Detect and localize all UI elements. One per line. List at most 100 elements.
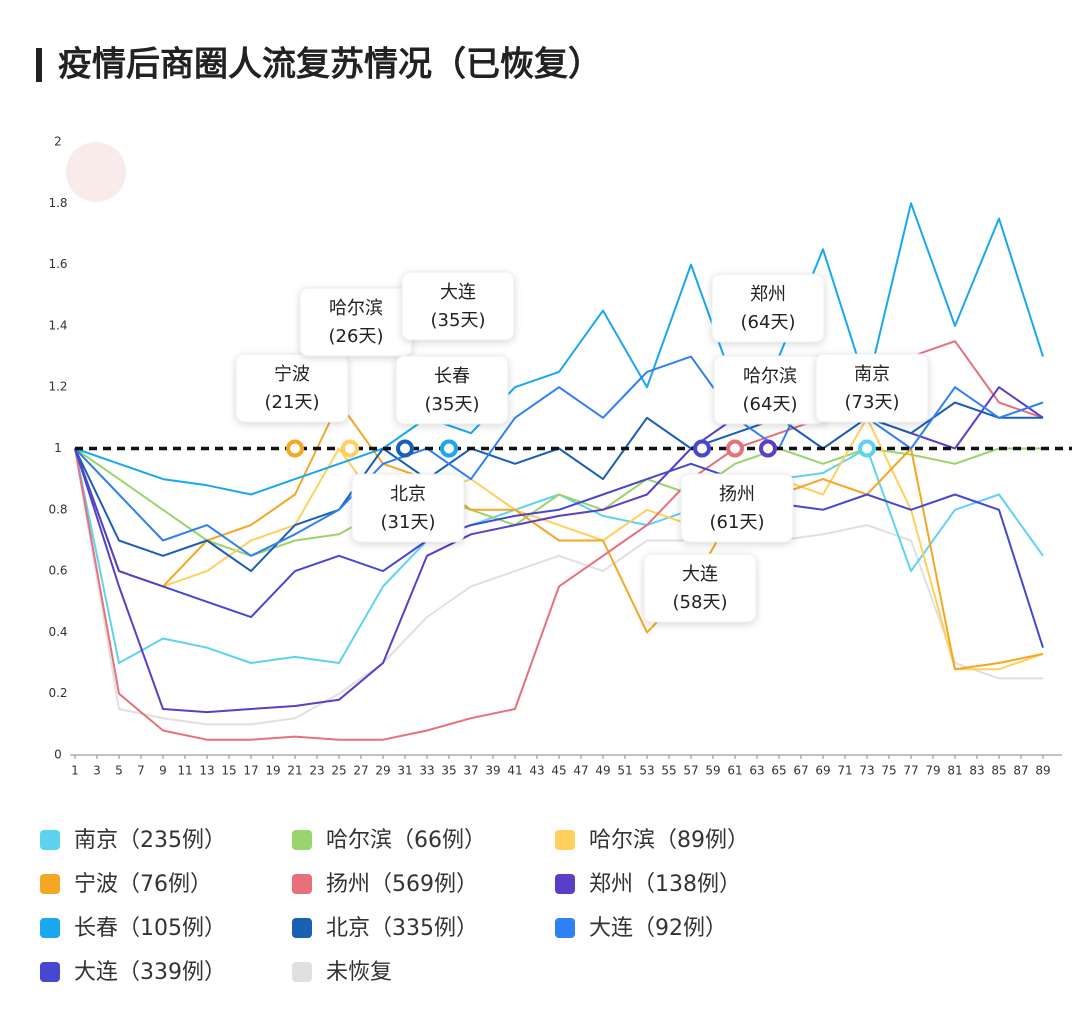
legend-swatch	[40, 918, 60, 938]
annotation-name: 哈尔滨	[329, 298, 383, 319]
recovery-marker	[858, 439, 876, 458]
x-tick-label: 65	[771, 764, 786, 778]
legend-swatch	[555, 830, 575, 850]
x-tick-label: 59	[705, 764, 720, 778]
x-tick-label: 47	[573, 764, 588, 778]
x-tick-label: 3	[93, 764, 101, 778]
legend-label: 大连（339例）	[74, 960, 226, 985]
legend-label: 北京（335例）	[326, 916, 478, 941]
x-tick-label: 71	[837, 764, 852, 778]
annotation: 哈尔滨 (26天)	[299, 287, 413, 357]
x-tick-label: 69	[815, 764, 830, 778]
annotation-box	[711, 273, 825, 343]
annotation-box	[815, 353, 929, 423]
x-tick-label: 73	[859, 764, 874, 778]
recovery-marker	[440, 439, 458, 458]
y-tick-label: 0.6	[48, 564, 67, 578]
logo	[66, 142, 126, 202]
annotation-days: (61天)	[710, 512, 765, 533]
x-tick-label: 81	[947, 764, 962, 778]
annotation: 郑州 (64天)	[711, 273, 825, 343]
recovery-marker	[693, 439, 711, 458]
annotation: 北京 (31天)	[351, 473, 465, 543]
y-tick-label: 0	[54, 748, 62, 762]
annotation-days: (21天)	[265, 392, 320, 413]
x-tick-label: 33	[419, 764, 434, 778]
y-tick-label: 0.2	[48, 686, 67, 700]
x-tick-label: 67	[793, 764, 808, 778]
legend-label: 长春（105例）	[74, 916, 226, 941]
series-line	[74, 401, 1044, 671]
x-tick-label: 87	[1013, 764, 1028, 778]
x-tick-label: 19	[265, 764, 280, 778]
y-tick-label: 1.2	[48, 380, 67, 394]
x-tick-label: 85	[991, 764, 1006, 778]
annotation-box	[395, 355, 509, 425]
annotation: 扬州 (61天)	[680, 473, 794, 543]
legend-label: 哈尔滨（66例）	[326, 828, 486, 853]
x-tick-label: 79	[925, 764, 940, 778]
x-tick-label: 7	[137, 764, 145, 778]
annotation: 长春 (35天)	[395, 355, 509, 425]
recovery-marker	[286, 439, 304, 458]
series-line	[74, 416, 1044, 671]
x-tick-label: 29	[375, 764, 390, 778]
annotation-days: (73天)	[845, 392, 900, 413]
x-tick-label: 55	[661, 764, 676, 778]
x-tick-label: 37	[463, 764, 478, 778]
x-tick-label: 45	[551, 764, 566, 778]
title-bar	[36, 48, 42, 82]
legend-swatch	[40, 874, 60, 894]
x-tick-label: 89	[1035, 764, 1050, 778]
series-line	[74, 202, 1044, 496]
legend-swatch	[292, 830, 312, 850]
annotation-box	[235, 353, 349, 423]
x-tick-label: 57	[683, 764, 698, 778]
annotation-days: (35天)	[431, 310, 486, 331]
legend-label: 南京（235例）	[74, 828, 226, 853]
annotation-name: 南京	[854, 364, 890, 385]
x-tick-label: 25	[331, 764, 346, 778]
x-tick-label: 77	[903, 764, 918, 778]
legend-label: 哈尔滨（89例）	[589, 828, 749, 853]
x-tick-label: 23	[309, 764, 324, 778]
x-tick-label: 41	[507, 764, 522, 778]
annotation: 哈尔滨 (64天)	[713, 355, 827, 425]
legend-swatch	[292, 962, 312, 982]
x-tick-label: 63	[749, 764, 764, 778]
recovery-marker	[726, 439, 744, 458]
annotation-name: 宁波	[274, 364, 310, 385]
recovery-marker	[341, 439, 359, 458]
x-tick-label: 5	[115, 764, 123, 778]
x-tick-label: 1	[71, 764, 79, 778]
legend-label: 郑州（138例）	[589, 872, 741, 897]
x-tick-label: 11	[177, 764, 192, 778]
x-tick-label: 53	[639, 764, 654, 778]
annotation-box	[643, 553, 757, 623]
annotation-days: (64天)	[741, 312, 796, 333]
legend-label: 大连（92例）	[589, 916, 727, 941]
x-tick-label: 21	[287, 764, 302, 778]
x-tick-label: 27	[353, 764, 368, 778]
recovery-marker	[759, 439, 777, 458]
legend-swatch	[292, 918, 312, 938]
recovery-marker	[396, 439, 414, 458]
legend-swatch	[555, 874, 575, 894]
annotation-box	[680, 473, 794, 543]
x-tick-label: 17	[243, 764, 258, 778]
annotation: 宁波 (21天)	[235, 353, 349, 423]
y-tick-label: 1.4	[48, 318, 67, 332]
annotation-days: (35天)	[425, 394, 480, 415]
x-tick-label: 43	[529, 764, 544, 778]
annotation-name: 大连	[440, 282, 476, 303]
legend-swatch	[555, 918, 575, 938]
annotation: 南京 (73天)	[815, 353, 929, 423]
legend-label: 未恢复	[326, 960, 392, 985]
annotation: 大连 (58天)	[643, 553, 757, 623]
legend-swatch	[40, 830, 60, 850]
annotation: 大连 (35天)	[401, 271, 515, 341]
x-tick-label: 75	[881, 764, 896, 778]
series-line	[74, 355, 1044, 557]
legend-swatch	[292, 874, 312, 894]
y-tick-label: 0.4	[48, 625, 67, 639]
